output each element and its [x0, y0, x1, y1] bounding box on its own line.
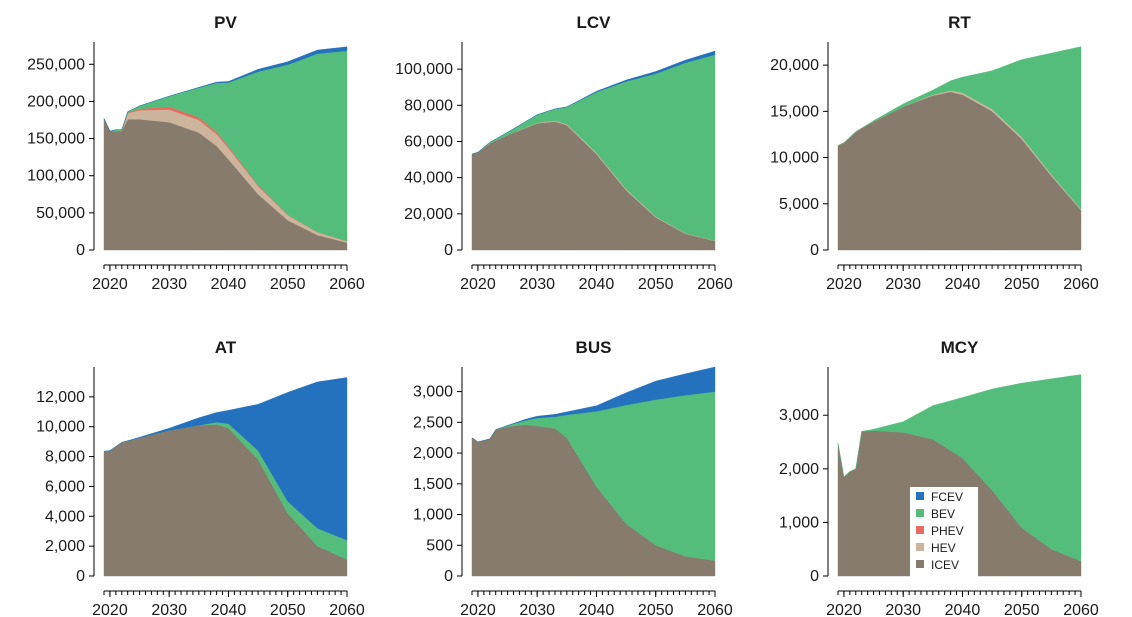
x-tick-label-at: 2050 [270, 602, 306, 617]
y-tick-label-at: 4,000 [45, 508, 85, 525]
legend-label-bev: BEV [931, 507, 955, 521]
panel-pv: PV 0 50,000 100,000 150,000 200,000 250,000 202… [27, 13, 365, 293]
y-tick-label-lcv: 80,000 [404, 97, 453, 114]
x-tick-label-rt: 2050 [1004, 276, 1040, 293]
panel-title-lcv: LCV [577, 13, 612, 32]
y-tick-label-lcv: 100,000 [395, 61, 453, 78]
y-tick-label-pv: 250,000 [27, 56, 85, 73]
y-tick-label-mcy: 3,000 [779, 407, 819, 424]
x-tick-label-pv: 2030 [151, 276, 187, 293]
x-tick-label-mcy: 2020 [826, 602, 862, 617]
x-tick-label-bus: 2030 [519, 602, 555, 617]
y-tick-label-pv: 50,000 [36, 205, 85, 222]
y-tick-label-pv: 150,000 [27, 131, 85, 148]
y-tick-label-bus: 3,000 [413, 384, 453, 401]
panel-title-mcy: MCY [941, 338, 979, 357]
legend-swatch-phev [916, 526, 924, 534]
x-tick-label-pv: 2020 [92, 276, 128, 293]
panel-lcv: LCV 0 20,000 40,000 60,000 80,000 100,000 2020 2… [395, 13, 733, 293]
x-tick-label-at: 2020 [92, 602, 128, 617]
legend: FCEV BEV PHEV HEV ICEV [910, 487, 978, 577]
x-tick-label-lcv: 2060 [697, 276, 733, 293]
legend-label-hev: HEV [931, 541, 956, 555]
y-tick-label-at: 8,000 [45, 449, 85, 466]
x-tick-label-mcy: 2030 [885, 602, 921, 617]
y-tick-label-bus: 2,500 [413, 414, 453, 431]
area-bev-rt [837, 46, 1082, 210]
panel-title-rt: RT [948, 13, 971, 32]
x-tick-label-rt: 2040 [945, 276, 981, 293]
panel-title-pv: PV [214, 13, 237, 32]
area-fcev-bus [471, 366, 716, 443]
legend-swatch-hev [916, 543, 924, 551]
x-tick-label-bus: 2060 [697, 602, 733, 617]
x-tick-label-lcv: 2050 [638, 276, 674, 293]
legend-swatch-bev [916, 509, 924, 517]
y-tick-label-mcy: 2,000 [779, 461, 819, 478]
y-tick-label-at: 0 [76, 568, 85, 585]
y-tick-label-rt: 20,000 [770, 57, 819, 74]
y-tick-label-mcy: 0 [810, 568, 819, 585]
y-tick-label-bus: 0 [444, 568, 453, 585]
x-tick-label-pv: 2050 [270, 276, 306, 293]
y-tick-label-bus: 1,500 [413, 476, 453, 493]
y-tick-label-pv: 200,000 [27, 93, 85, 110]
y-tick-label-lcv: 20,000 [404, 206, 453, 223]
y-tick-label-rt: 5,000 [779, 196, 819, 213]
x-tick-label-mcy: 2040 [945, 602, 981, 617]
area-fcev-pv [103, 46, 348, 132]
panel-title-bus: BUS [576, 338, 612, 357]
x-tick-label-pv: 2040 [211, 276, 247, 293]
y-tick-label-rt: 15,000 [770, 103, 819, 120]
area-fcev-lcv [471, 50, 716, 155]
legend-swatch-fcev [916, 492, 924, 500]
y-tick-label-at: 10,000 [36, 419, 85, 436]
x-tick-label-lcv: 2030 [519, 276, 555, 293]
x-tick-label-at: 2030 [151, 602, 187, 617]
legend-label-icev: ICEV [931, 558, 959, 572]
y-tick-label-lcv: 0 [444, 242, 453, 259]
x-tick-label-bus: 2040 [579, 602, 615, 617]
y-tick-label-at: 2,000 [45, 538, 85, 555]
y-tick-label-at: 12,000 [36, 389, 85, 406]
legend-swatch-icev [916, 560, 924, 568]
y-tick-label-bus: 500 [426, 537, 453, 554]
x-tick-label-at: 2060 [329, 602, 365, 617]
legend-label-fcev: FCEV [931, 490, 963, 504]
panel-bus: BUS 0 500 1,000 1,500 2,000 2,500 3,000 2020 2030… [413, 338, 733, 617]
x-tick-label-rt: 2060 [1063, 276, 1099, 293]
y-tick-label-pv: 0 [76, 242, 85, 259]
x-tick-label-lcv: 2020 [460, 276, 496, 293]
area-fcev-at [103, 377, 348, 541]
x-tick-label-bus: 2020 [460, 602, 496, 617]
y-tick-label-at: 6,000 [45, 478, 85, 495]
panel-at: AT 0 2,000 4,000 6,000 8,000 10,000 12,000 2020 2… [36, 338, 365, 617]
legend-label-phev: PHEV [931, 524, 964, 538]
x-tick-label-rt: 2020 [826, 276, 862, 293]
y-tick-label-rt: 0 [810, 242, 819, 259]
area-bev-mcy [837, 374, 1082, 562]
y-tick-label-pv: 100,000 [27, 168, 85, 185]
y-tick-label-rt: 10,000 [770, 150, 819, 167]
y-tick-label-bus: 1,000 [413, 507, 453, 524]
x-tick-label-at: 2040 [211, 602, 247, 617]
y-tick-label-bus: 2,000 [413, 445, 453, 462]
panel-title-at: AT [215, 338, 237, 357]
x-tick-label-mcy: 2050 [1004, 602, 1040, 617]
x-tick-label-rt: 2030 [885, 276, 921, 293]
y-tick-label-lcv: 40,000 [404, 170, 453, 187]
x-tick-label-bus: 2050 [638, 602, 674, 617]
x-tick-label-pv: 2060 [329, 276, 365, 293]
x-tick-label-lcv: 2040 [579, 276, 615, 293]
x-tick-label-mcy: 2060 [1063, 602, 1099, 617]
y-tick-label-lcv: 60,000 [404, 133, 453, 150]
panel-rt: RT 0 5,000 10,000 15,000 20,000 2020 2030 2040 20… [770, 13, 1099, 293]
y-tick-label-mcy: 1,000 [779, 514, 819, 531]
